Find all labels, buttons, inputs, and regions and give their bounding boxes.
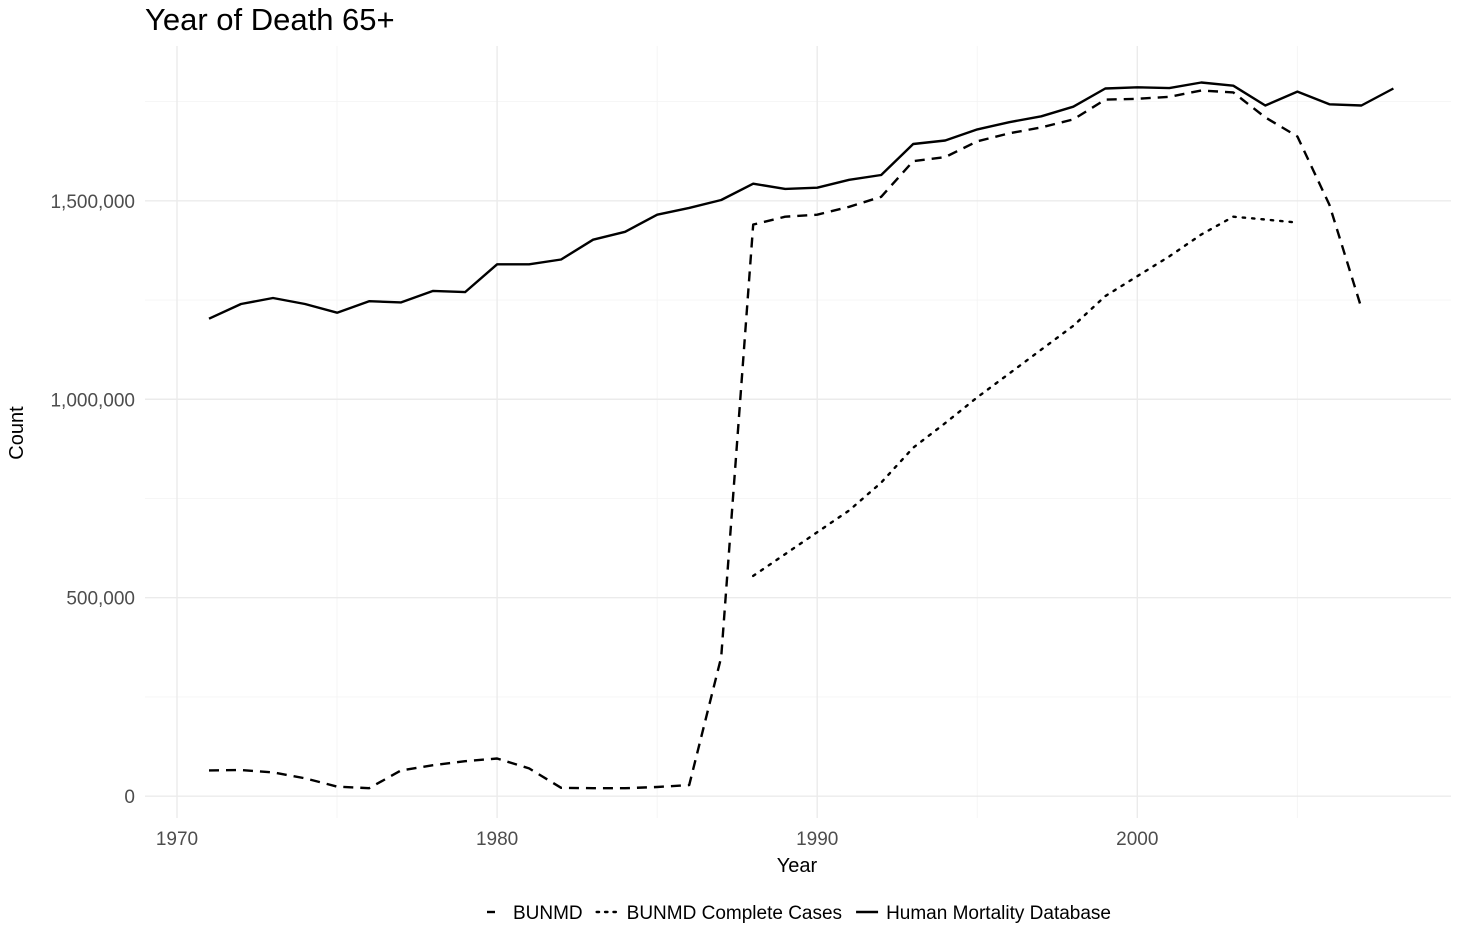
x-tick-label: 1990	[796, 829, 838, 850]
y-axis-title: Count	[6, 406, 28, 460]
grid	[145, 46, 1451, 818]
y-tick-label: 0	[124, 787, 135, 808]
y-tick-label: 500,000	[66, 589, 135, 610]
y-tick-label: 1,500,000	[50, 192, 135, 213]
series-line-human-mortality-database	[208, 81, 1394, 320]
legend: BUNMD BUNMD Complete Cases Human Mortality…	[486, 903, 1111, 924]
y-axis: 0 500,000 1,000,000 1,500,000	[50, 192, 135, 808]
x-axis: 1970 1980 1990 2000	[156, 829, 1159, 850]
y-tick-label: 1,000,000	[50, 390, 135, 411]
legend-label: BUNMD	[513, 903, 583, 924]
x-tick-label: 1980	[476, 829, 518, 850]
legend-label: BUNMD Complete Cases	[627, 903, 842, 924]
series-layer	[208, 81, 1394, 790]
chart-title: Year of Death 65+	[145, 2, 395, 37]
x-tick-label: 2000	[1116, 829, 1158, 850]
legend-label: Human Mortality Database	[886, 903, 1111, 924]
series-line-bunmd-complete-cases	[752, 215, 1299, 578]
x-tick-label: 1970	[156, 829, 198, 850]
series-line-bunmd	[208, 89, 1363, 790]
x-axis-title: Year	[777, 855, 818, 877]
